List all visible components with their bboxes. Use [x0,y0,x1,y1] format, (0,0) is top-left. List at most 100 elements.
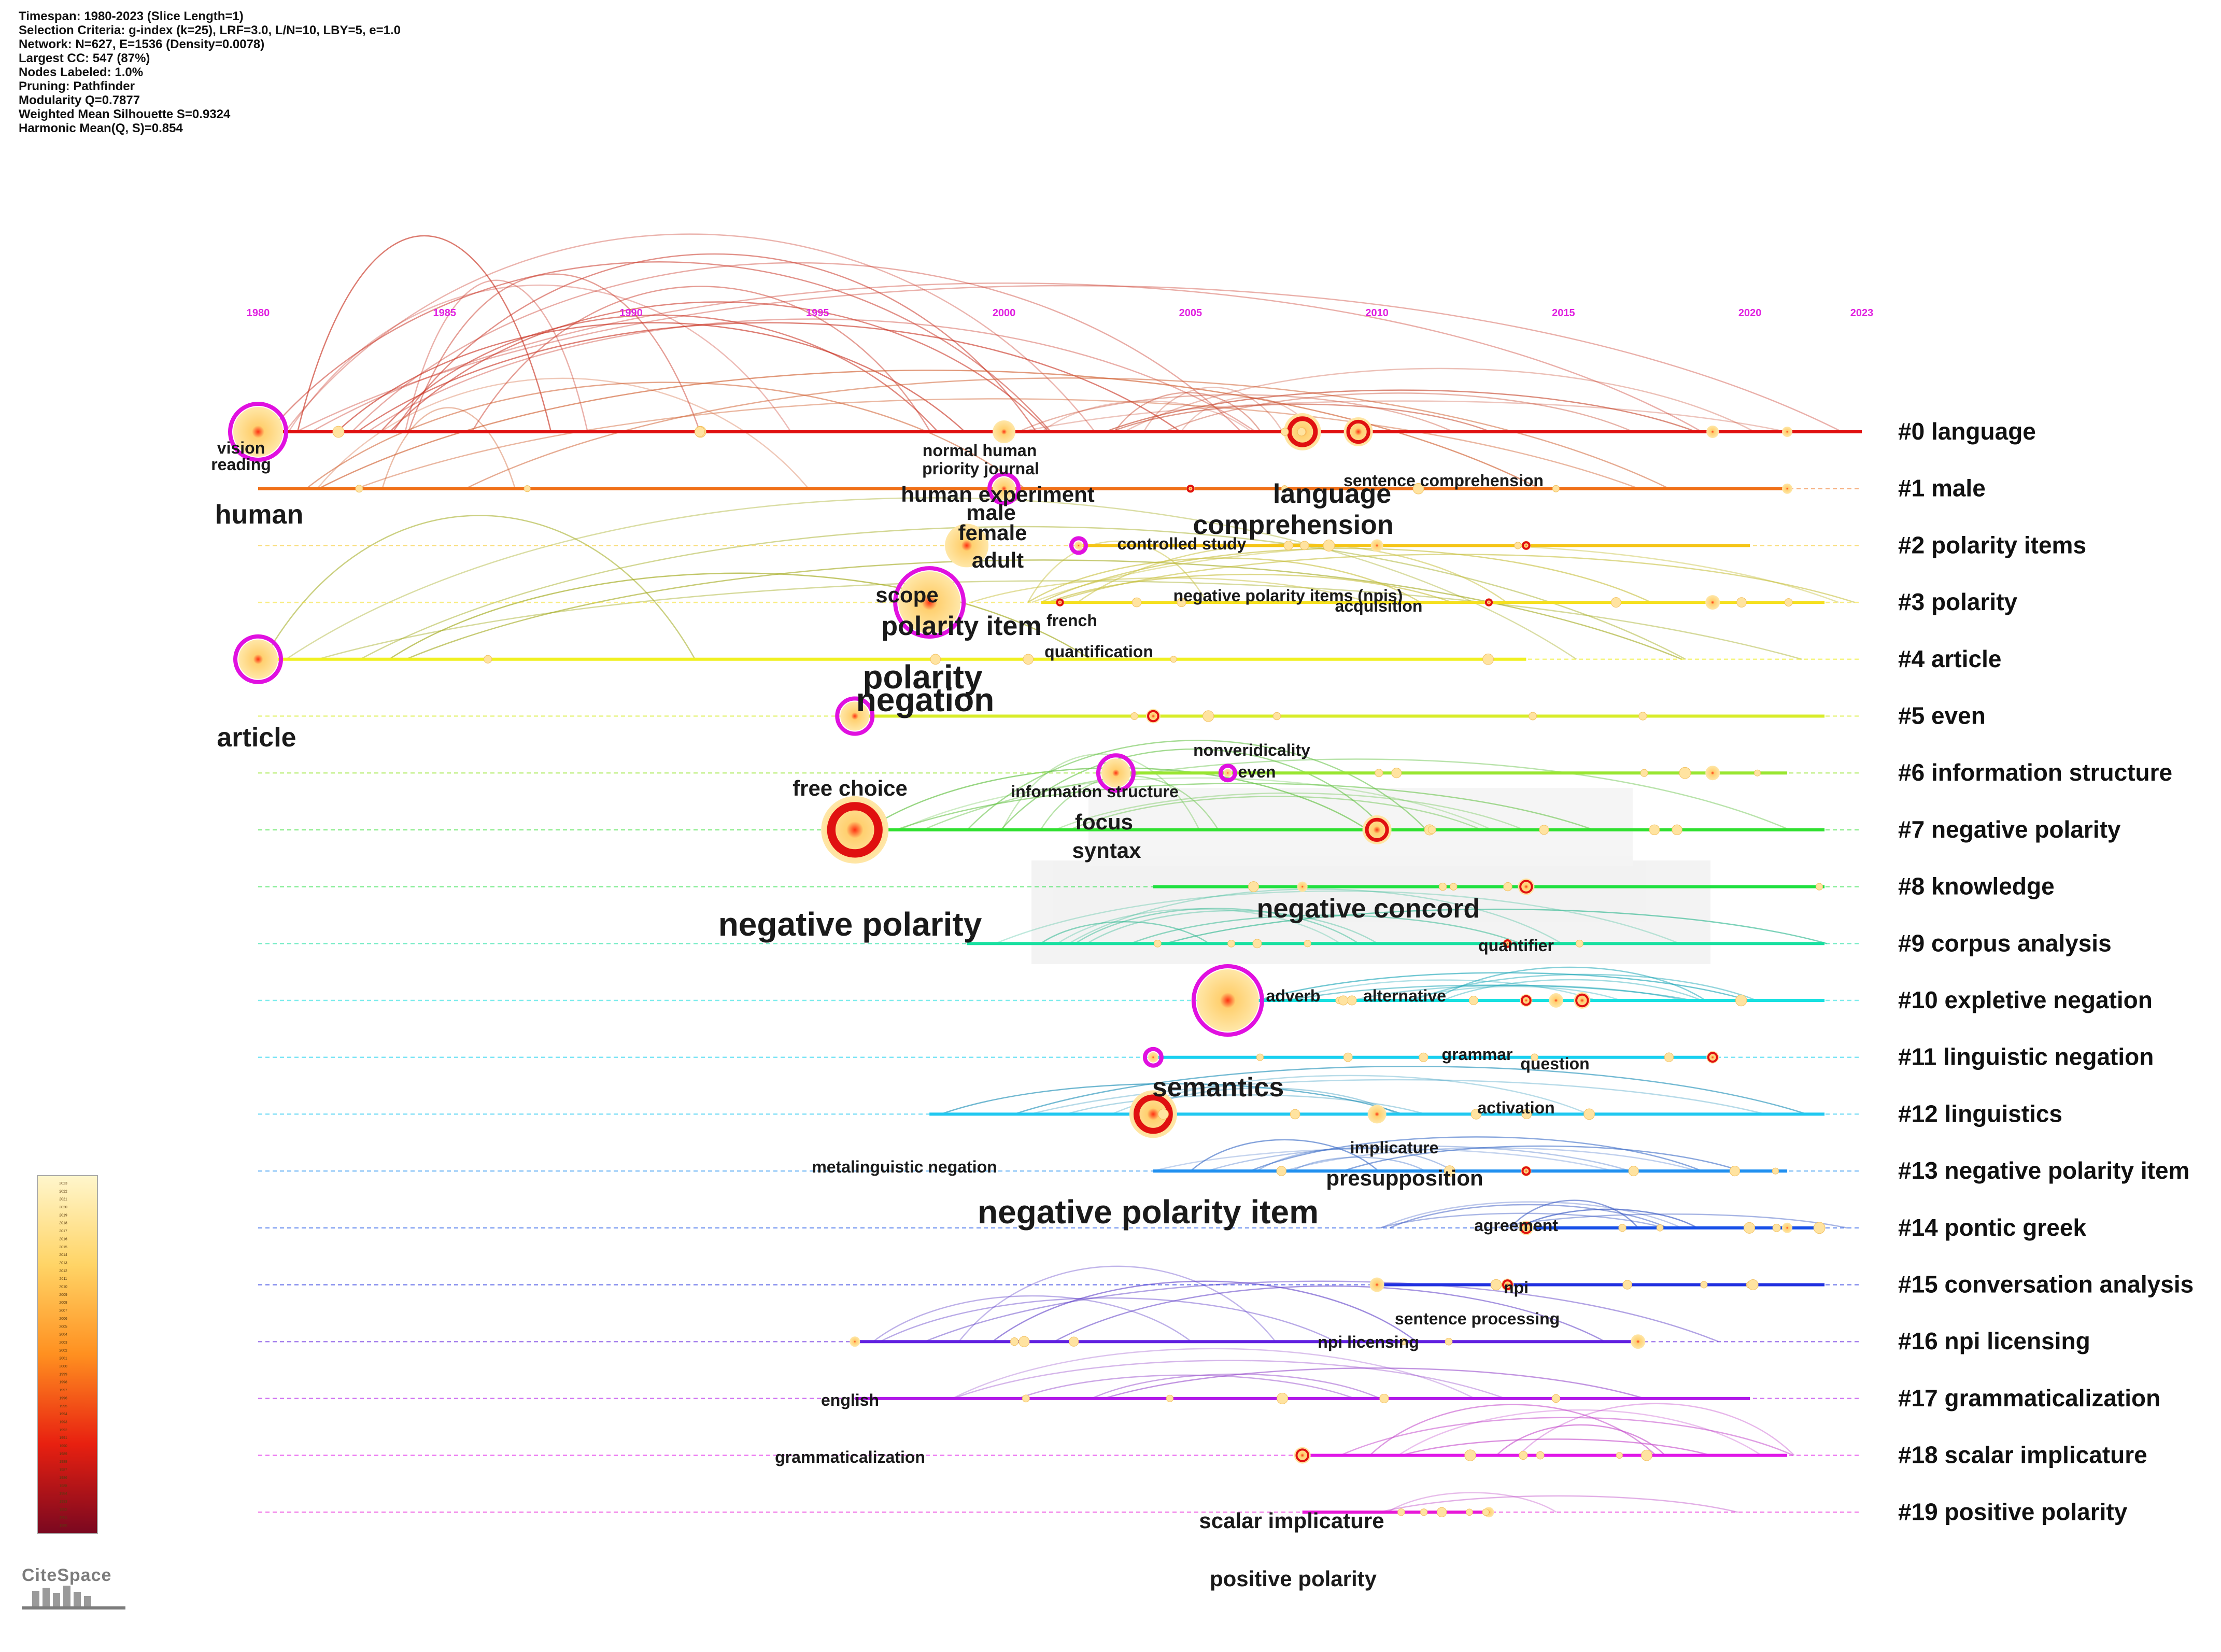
citation-arc [1054,792,1524,831]
legend-year-tick: 1994 [59,1413,67,1416]
keyword-node [1482,1508,1490,1516]
citation-arc [1164,392,1634,433]
keyword-label: english [821,1391,879,1409]
keyword-label: sentence processing [1395,1309,1560,1328]
citation-arcs [263,233,1855,1513]
citation-arc [1153,1148,1614,1172]
keyword-node [1616,1452,1623,1459]
keyword-node [1145,709,1161,724]
citation-arc [356,398,1639,489]
citation-arc [296,235,552,432]
keyword-node [1362,815,1392,844]
keyword-label: polarity item [881,611,1041,641]
citation-arc [1398,1409,1762,1456]
keyword-node [1466,1508,1473,1516]
citation-arc [1066,1094,1426,1115]
cluster-label: #9 corpus analysis [1898,929,2112,956]
keyword-node [1023,654,1034,665]
keyword-node [1705,766,1720,781]
keyword-node [821,796,889,864]
citation-arc [1207,1145,1631,1172]
citation-arc [1387,1492,1557,1513]
citation-arc [1518,1208,1698,1229]
keyword-label: acquisition [1335,597,1423,615]
citation-arc [317,580,1802,660]
keyword-node [1782,427,1793,437]
keyword-node [1628,1166,1639,1177]
cluster-label: #4 article [1898,645,2001,672]
citation-arc [1069,796,1482,831]
citation-arc [1013,1065,1807,1115]
citation-arc [1509,1199,1639,1229]
keyword-node [1815,883,1823,891]
keyword-node [1747,1279,1759,1291]
keyword-node [1521,541,1531,550]
cluster-label: #5 even [1898,702,1986,729]
keyword-node [1391,768,1402,779]
legend-year-tick: 2005 [59,1325,67,1329]
keyword-node [1552,485,1560,492]
keyword-node [1521,1166,1532,1177]
keyword-node [1299,541,1309,550]
citation-arc [1379,1495,1738,1513]
keyword-node [1297,427,1306,436]
keyword-node [1772,1223,1781,1232]
keyword-node [1445,1337,1453,1346]
year-tick-label: 2000 [993,307,1016,319]
legend-year-tick: 2013 [59,1261,67,1265]
keyword-label: polarity [862,658,983,696]
legend-year-tick: 1989 [59,1452,67,1456]
keyword-node [332,426,345,438]
citation-arc [1018,394,1454,433]
keyword-node [1369,1277,1384,1292]
citation-arc [1143,386,1283,432]
keyword-label: even [1238,763,1276,781]
keyword-node [1304,940,1311,948]
keyword-node [1412,483,1424,495]
keyword-node [1640,769,1648,777]
citation-arc [404,279,588,432]
keyword-label: comprehension [1193,510,1393,540]
citation-arc [1407,985,1621,1001]
citation-arc [1124,368,1755,433]
legend-year-tick: 2006 [59,1317,67,1321]
keyword-node [1096,753,1136,793]
keyword-node [1343,417,1373,446]
legend-year-tick: 1991 [59,1436,67,1440]
keyword-node [1548,993,1563,1008]
cluster-label: #12 linguistics [1898,1100,2062,1127]
citation-arc [1031,544,1839,603]
legend-year-tick: 2016 [59,1237,67,1241]
year-tick-label: 1980 [247,307,270,319]
cluster-labels: #0 language #1 male #2 polarity items #3 po… [1898,418,2194,1525]
keyword-node [1490,1279,1502,1291]
cluster-label: #2 polarity items [1898,531,2086,558]
citation-arc [1340,1417,1794,1456]
keyword-node [1514,542,1522,549]
legend-year-tick: 1984 [59,1492,67,1496]
keyword-label: male [966,500,1016,525]
keyword-node [1158,542,1165,549]
keyword-node [1343,1052,1353,1062]
year-tick-label: 1985 [433,307,457,319]
legend-year-tick: 2007 [59,1309,67,1313]
keyword-node [850,1336,860,1347]
citation-arc [285,233,1096,432]
legend-year-tick: 1997 [59,1389,67,1392]
citation-arc [295,285,1843,433]
year-axis: 1980 1985 1990 1995 2000 2005 2010 2015 2020 2023 [247,307,1874,319]
cluster-label: #15 conversation analysis [1898,1271,2194,1298]
keyword-node [1622,1280,1632,1290]
legend-year-tick: 2022 [59,1190,67,1193]
keyword-node [1283,541,1294,550]
citation-arc [288,284,791,432]
keyword-node [1186,484,1195,493]
keyword-label: human [215,500,303,530]
citation-arc [1369,1404,1657,1456]
year-tick-label: 2010 [1365,307,1389,319]
citation-arc [392,253,1037,432]
brand-name: CiteSpace [22,1565,112,1585]
keyword-node [987,472,1021,505]
keyword-node [228,402,288,462]
cluster-label: #13 negative polarity item [1898,1157,2189,1184]
